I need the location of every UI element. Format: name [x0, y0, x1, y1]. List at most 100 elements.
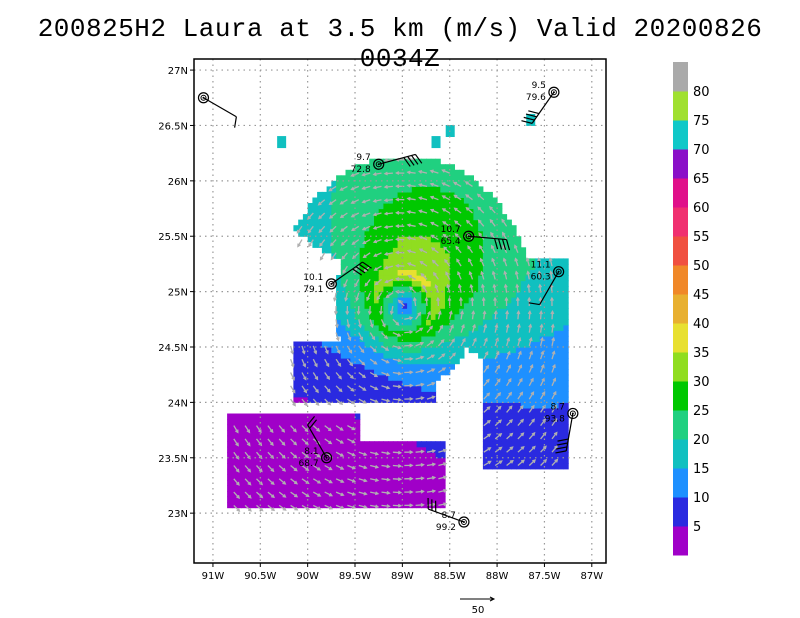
wind-cell: [463, 247, 470, 254]
wind-cell: [383, 186, 389, 193]
wind-cell: [520, 380, 527, 387]
wind-barb-flag: [555, 450, 567, 454]
wind-cell: [511, 324, 517, 331]
wind-cell: [293, 419, 299, 426]
wind-cell: [279, 502, 285, 509]
wind-cell: [530, 358, 536, 365]
wind-cell: [364, 308, 370, 315]
wind-vector-head: [508, 391, 513, 396]
wind-vector-head: [383, 171, 388, 176]
wind-cell: [553, 341, 560, 348]
wind-cell: [307, 474, 313, 481]
wind-cell: [383, 308, 389, 315]
wind-vector: [308, 239, 314, 247]
wind-barb-staff: [565, 413, 574, 451]
wind-cell: [355, 225, 361, 232]
wind-vector: [455, 246, 462, 254]
wind-cell: [539, 341, 545, 348]
wind-cell: [539, 457, 545, 464]
wind-vector-head: [420, 382, 425, 387]
wind-cell: [487, 413, 493, 420]
wind-vector-head: [542, 431, 547, 436]
wind-cell: [407, 335, 413, 342]
wind-vector-head: [366, 297, 370, 302]
wind-cell: [440, 330, 446, 337]
wind-cell: [388, 452, 394, 459]
wind-cell: [388, 158, 394, 165]
wind-vector: [347, 425, 355, 431]
wind-vector-head: [247, 494, 252, 499]
wind-vector: [312, 385, 319, 393]
wind-cell: [274, 452, 280, 459]
wind-vector-head: [383, 252, 389, 256]
wind-cell: [227, 485, 233, 492]
wind-cell: [374, 158, 380, 165]
wind-cell: [411, 485, 418, 492]
wind-cell: [345, 479, 351, 486]
wind-cell: [236, 457, 242, 464]
wind-cell: [388, 385, 394, 392]
wind-vector-head: [442, 448, 448, 453]
wind-cell: [321, 457, 328, 464]
wind-cell: [274, 419, 280, 426]
wind-vector-head: [395, 263, 400, 268]
wind-cell: [497, 352, 503, 359]
wind-cell: [430, 186, 437, 193]
wind-cell: [355, 496, 361, 503]
wind-cell: [411, 175, 418, 182]
wind-cell: [520, 396, 527, 403]
wind-cell: [544, 335, 550, 342]
wind-vector: [491, 258, 496, 267]
wind-vector-head: [359, 336, 363, 341]
wind-vector: [492, 271, 496, 280]
wind-cell: [516, 347, 522, 354]
wind-cell: [369, 302, 375, 309]
wind-cell: [501, 369, 508, 376]
wind-vector: [307, 225, 314, 233]
wind-cell: [487, 358, 493, 365]
wind-vector-head: [406, 262, 412, 267]
wind-cell: [355, 424, 361, 431]
wind-cell: [374, 396, 380, 403]
wind-cell: [440, 502, 446, 509]
wind-cell: [501, 313, 508, 320]
wind-vector: [370, 504, 379, 508]
wind-cell: [392, 324, 399, 331]
wind-cell: [340, 491, 347, 498]
wind-cell: [364, 341, 370, 348]
wind-cell: [378, 230, 384, 237]
wind-cell: [350, 180, 356, 187]
wind-cell: [478, 263, 484, 270]
wind-cell: [321, 341, 328, 348]
wind-cell: [378, 358, 384, 365]
wind-cell: [274, 441, 280, 448]
wind-cell: [525, 280, 531, 287]
wind-cell: [260, 496, 266, 503]
wind-vector-head: [346, 324, 351, 329]
wind-cell: [350, 286, 356, 293]
wind-cell: [355, 313, 361, 320]
wind-cell: [416, 330, 422, 337]
wind-vector: [539, 284, 542, 293]
wind-cell: [525, 291, 531, 298]
wind-vector-head: [529, 363, 534, 369]
wind-cell: [411, 208, 418, 215]
wind-cell: [317, 352, 323, 359]
wind-vector-head: [372, 198, 377, 203]
wind-cell: [482, 396, 489, 403]
wind-cell: [501, 347, 508, 354]
wind-cell: [430, 452, 437, 459]
wind-cell: [231, 452, 238, 459]
wind-cell: [411, 203, 418, 210]
wind-cell: [535, 341, 541, 348]
wind-cell: [326, 341, 332, 348]
y-tick-label: 24.5N: [158, 343, 188, 354]
wind-cell: [449, 186, 455, 193]
wind-cell: [430, 491, 437, 498]
wind-cell: [307, 468, 313, 475]
wind-cell: [535, 463, 541, 470]
wind-cell: [312, 457, 318, 464]
wind-cell: [364, 191, 370, 198]
wind-cell: [416, 158, 422, 165]
wind-cell: [421, 291, 427, 298]
